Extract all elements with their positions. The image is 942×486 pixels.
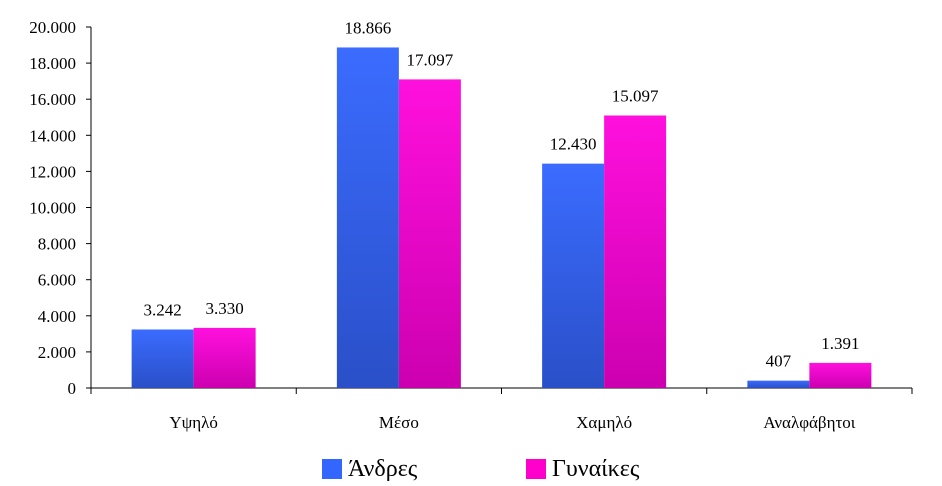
y-tick-label: 0 <box>68 379 77 398</box>
legend-swatch-men <box>322 459 342 479</box>
y-tick-label: 4.000 <box>38 307 76 326</box>
data-label: 3.242 <box>144 300 182 319</box>
bar-men <box>542 163 605 388</box>
bar-women <box>604 115 667 389</box>
data-label: 3.330 <box>206 299 244 318</box>
y-tick-label: 14.000 <box>29 126 76 145</box>
bar-women <box>809 362 872 388</box>
y-tick-label: 12.000 <box>29 162 76 181</box>
x-tick-label: Χαμηλό <box>576 413 632 432</box>
legend: Άνδρες Γυναίκες <box>0 452 942 486</box>
data-label: 17.097 <box>407 50 454 69</box>
data-label: 407 <box>766 352 792 371</box>
bar-men <box>131 329 194 388</box>
data-label: 18.866 <box>345 18 392 37</box>
legend-label-men: Άνδρες <box>348 456 418 482</box>
legend-item-men: Άνδρες <box>322 452 417 486</box>
y-tick-label: 2.000 <box>38 343 76 362</box>
legend-item-women: Γυναίκες <box>526 452 639 486</box>
bar-men <box>747 380 810 388</box>
legend-label-women: Γυναίκες <box>552 456 640 482</box>
bar-women <box>398 79 461 389</box>
x-tick-label: Μέσο <box>379 413 419 432</box>
data-label: 1.391 <box>821 334 859 353</box>
y-tick-label: 20.000 <box>29 18 76 37</box>
y-tick-label: 18.000 <box>29 54 76 73</box>
bar-women <box>193 327 256 388</box>
y-tick-label: 6.000 <box>38 271 76 290</box>
x-tick-label: Υψηλό <box>169 413 218 432</box>
data-label: 12.430 <box>550 135 597 154</box>
data-label: 15.097 <box>612 86 659 105</box>
bar-chart: 0 2.000 4.000 6.000 8.000 10.000 12.000 14.000 1… <box>29 18 913 432</box>
y-tick-label: 8.000 <box>38 235 76 254</box>
y-tick-label: 10.000 <box>29 199 76 218</box>
bar-men <box>336 47 399 389</box>
x-tick-label: Αναλφάβητοι <box>763 413 855 432</box>
legend-swatch-women <box>526 459 546 479</box>
y-tick-label: 16.000 <box>29 90 76 109</box>
